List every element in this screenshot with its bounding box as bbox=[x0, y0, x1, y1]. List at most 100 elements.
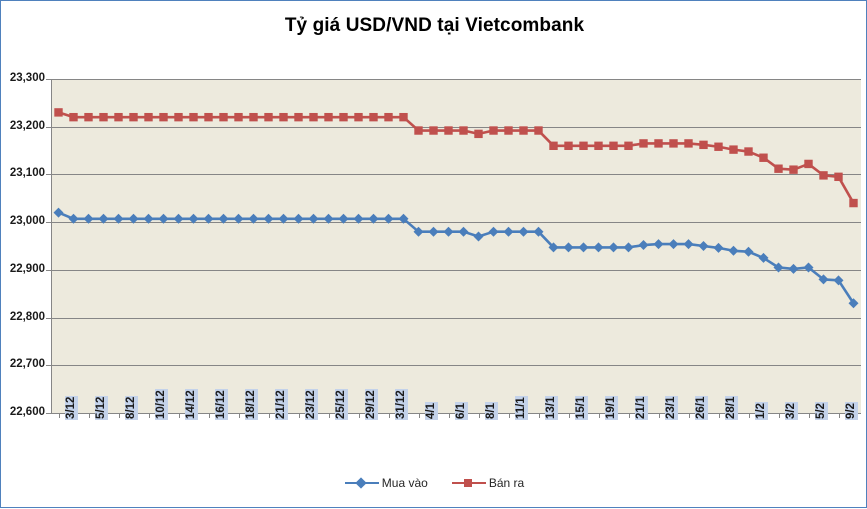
data-point-marker bbox=[279, 112, 288, 122]
y-axis-tick-label: 22,900 bbox=[9, 262, 45, 275]
y-axis-tick-label: 22,700 bbox=[9, 358, 45, 371]
data-point-marker bbox=[684, 139, 693, 148]
x-axis-tick-label: 18/12 bbox=[244, 389, 258, 420]
y-axis-tick-label: 23,100 bbox=[9, 167, 45, 180]
data-point-marker bbox=[323, 213, 334, 224]
data-point-marker bbox=[308, 213, 319, 224]
data-point-marker bbox=[774, 164, 783, 173]
data-point-marker bbox=[639, 139, 648, 148]
data-point-marker bbox=[278, 213, 289, 224]
data-point-marker bbox=[398, 213, 409, 224]
data-point-marker bbox=[113, 213, 124, 224]
data-point-marker bbox=[744, 147, 753, 156]
y-axis-tick-label: 22,600 bbox=[9, 406, 45, 418]
x-axis-tick-label: 26/1 bbox=[694, 395, 708, 420]
legend-label: Bán ra bbox=[488, 476, 525, 491]
x-axis-tick-label: 8/1 bbox=[484, 402, 498, 420]
legend-item-ban-ra[interactable]: Bán ra bbox=[451, 475, 525, 491]
data-point-marker bbox=[459, 126, 468, 135]
data-point-marker bbox=[99, 112, 108, 122]
x-axis-tick-label: 5/2 bbox=[814, 402, 828, 420]
y-axis-tick-label: 22,800 bbox=[9, 310, 45, 323]
data-point-marker bbox=[654, 139, 663, 148]
data-point-marker bbox=[444, 126, 453, 135]
data-point-marker bbox=[413, 226, 424, 237]
data-point-marker bbox=[429, 126, 438, 135]
data-point-marker bbox=[383, 213, 394, 224]
data-point-marker bbox=[594, 141, 603, 150]
legend-label: Mua vào bbox=[381, 476, 428, 491]
data-point-marker bbox=[54, 108, 63, 117]
y-axis-tick-label: 23,200 bbox=[9, 119, 45, 132]
data-point-marker bbox=[563, 242, 574, 253]
data-point-marker bbox=[503, 226, 514, 237]
data-point-marker bbox=[159, 112, 168, 122]
series-1 bbox=[53, 207, 859, 309]
data-point-marker bbox=[443, 226, 454, 237]
x-axis-tick-label: 14/12 bbox=[184, 389, 198, 420]
chart-legend: Mua vào Bán ra bbox=[1, 475, 867, 490]
data-point-marker bbox=[354, 112, 363, 122]
data-point-marker bbox=[368, 213, 379, 224]
data-point-marker bbox=[339, 112, 348, 122]
x-axis-tick-label: 29/12 bbox=[364, 389, 378, 420]
data-point-marker bbox=[504, 126, 513, 135]
data-point-marker bbox=[234, 112, 243, 122]
x-axis-tick-label: 28/1 bbox=[724, 395, 738, 420]
data-point-marker bbox=[623, 242, 634, 253]
data-point-marker bbox=[98, 213, 109, 224]
x-axis-tick-label: 23/1 bbox=[664, 395, 678, 420]
data-point-marker bbox=[579, 141, 588, 150]
data-point-marker bbox=[713, 242, 724, 253]
x-axis-tick-label: 8/12 bbox=[124, 395, 138, 420]
data-point-marker bbox=[369, 112, 378, 122]
x-axis-tick-label: 3/2 bbox=[784, 402, 798, 420]
x-axis-tick-label: 31/12 bbox=[394, 389, 408, 420]
data-point-marker bbox=[849, 198, 858, 208]
data-point-marker bbox=[294, 112, 303, 122]
data-point-marker bbox=[458, 226, 469, 237]
data-point-marker bbox=[84, 112, 93, 122]
data-point-marker bbox=[203, 213, 214, 224]
data-point-marker bbox=[819, 171, 828, 180]
data-point-marker bbox=[68, 213, 79, 224]
plot-background bbox=[51, 79, 861, 413]
legend-item-mua-vao[interactable]: Mua vào bbox=[344, 475, 428, 491]
data-point-marker bbox=[818, 274, 829, 285]
x-axis-tick-label: 9/2 bbox=[844, 402, 858, 420]
data-point-marker bbox=[219, 112, 228, 122]
data-point-marker bbox=[69, 112, 78, 122]
data-point-marker bbox=[143, 213, 154, 224]
x-axis-tick-label: 6/1 bbox=[454, 402, 468, 420]
data-point-marker bbox=[833, 275, 844, 286]
x-axis-tick-label: 16/12 bbox=[214, 389, 228, 420]
data-point-marker bbox=[489, 126, 498, 135]
data-point-marker bbox=[293, 213, 304, 224]
data-point-marker bbox=[564, 141, 573, 150]
data-point-marker bbox=[834, 172, 843, 182]
data-point-marker bbox=[144, 112, 153, 122]
data-point-marker bbox=[638, 240, 649, 251]
data-point-marker bbox=[264, 112, 273, 122]
data-point-marker bbox=[174, 112, 183, 122]
data-point-marker bbox=[593, 242, 604, 253]
data-point-marker bbox=[114, 112, 123, 122]
data-point-marker bbox=[473, 231, 484, 242]
data-point-marker bbox=[669, 139, 678, 148]
data-point-marker bbox=[548, 242, 559, 253]
data-point-marker bbox=[624, 141, 633, 150]
x-axis-tick-label: 5/12 bbox=[94, 395, 108, 420]
data-point-marker bbox=[714, 142, 723, 151]
x-axis-tick-label: 25/12 bbox=[334, 389, 348, 420]
data-point-marker bbox=[534, 126, 543, 135]
data-point-marker bbox=[743, 246, 754, 257]
data-point-marker bbox=[759, 153, 768, 162]
series-2 bbox=[54, 108, 858, 208]
x-axis-tick-label: 13/1 bbox=[544, 395, 558, 420]
data-point-marker bbox=[399, 112, 408, 122]
data-point-marker bbox=[789, 165, 798, 174]
data-point-marker bbox=[804, 159, 813, 169]
data-point-marker bbox=[698, 241, 709, 251]
x-axis-tick-label: 3/12 bbox=[64, 395, 78, 420]
